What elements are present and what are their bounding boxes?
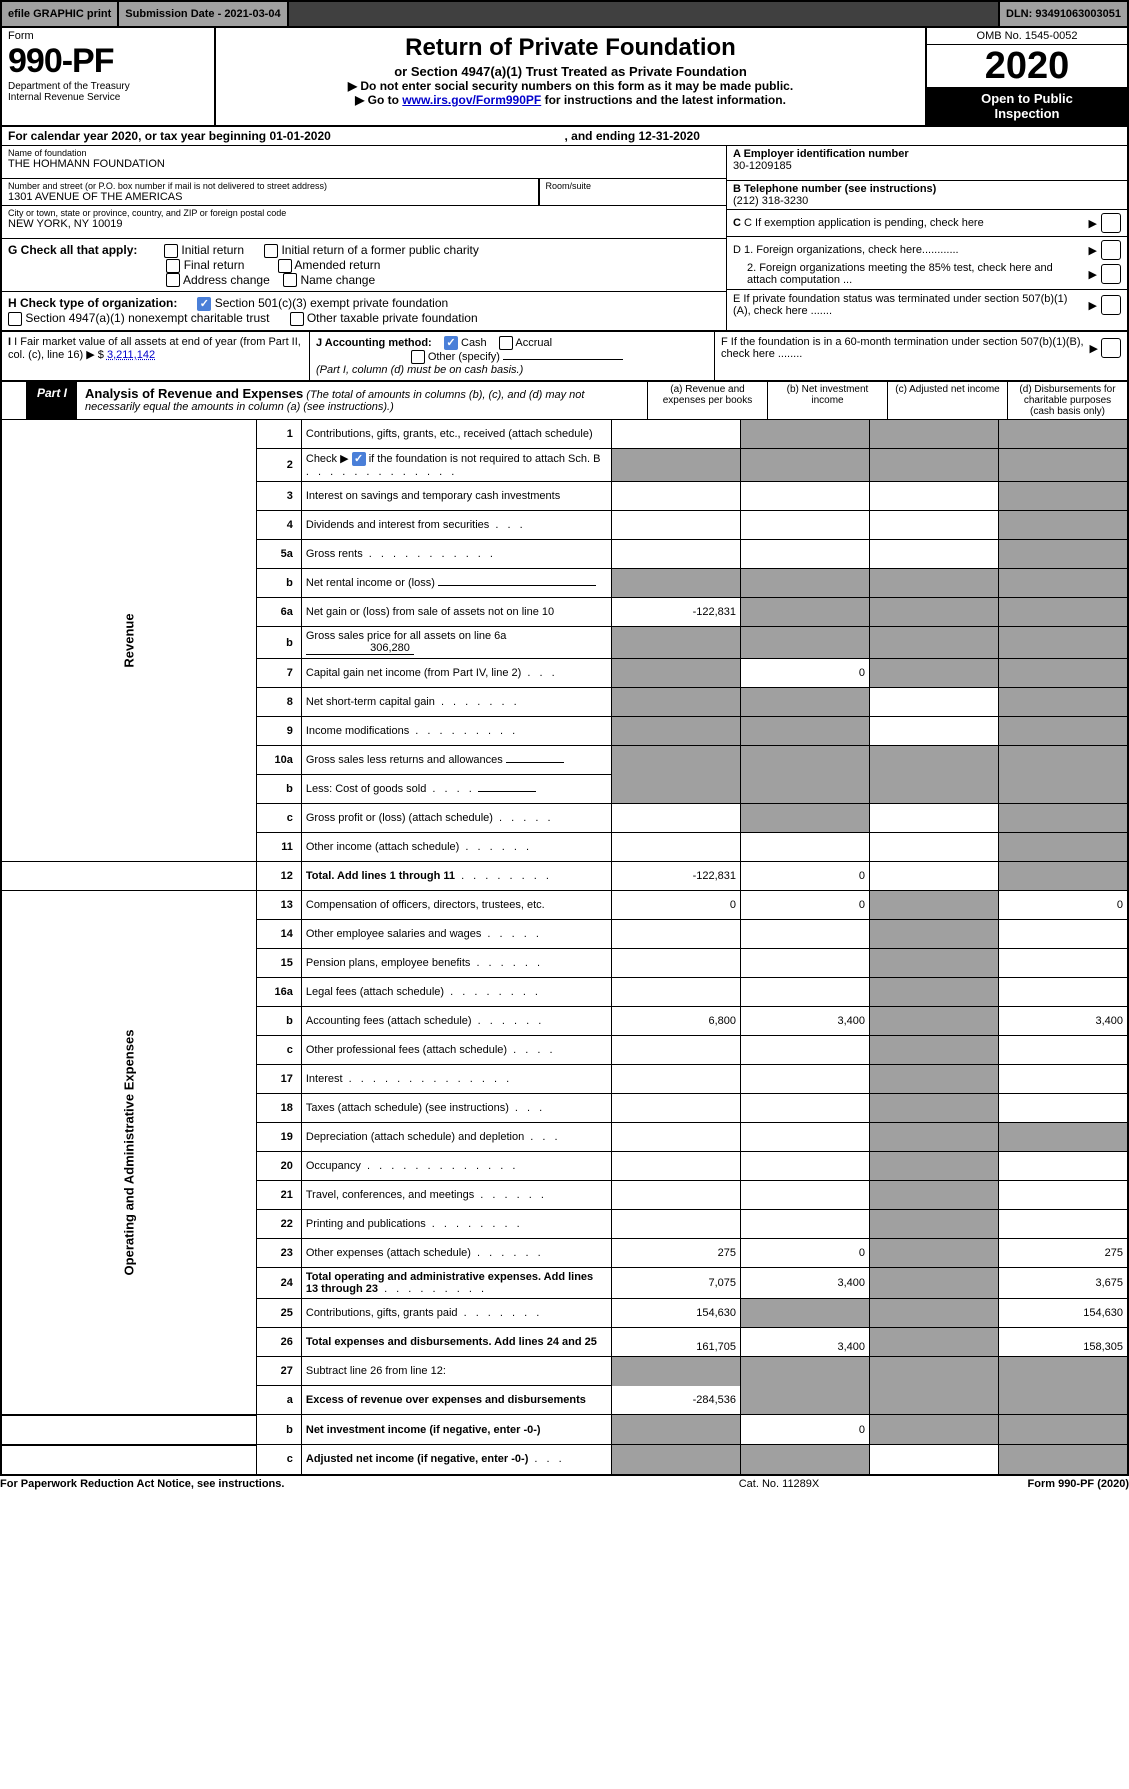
table-row: 12 Total. Add lines 1 through 11 . . . .… bbox=[1, 862, 1128, 891]
c-exemption-row: C C If exemption application is pending,… bbox=[727, 210, 1127, 237]
4947-checkbox[interactable] bbox=[8, 312, 22, 326]
d1-checkbox[interactable] bbox=[1101, 240, 1121, 260]
part1-label: Part I bbox=[27, 382, 77, 419]
main-table: Revenue 1 Contributions, gifts, grants, … bbox=[0, 420, 1129, 1476]
footer: For Paperwork Reduction Act Notice, see … bbox=[0, 1476, 1129, 1492]
other-taxable-checkbox[interactable] bbox=[290, 312, 304, 326]
d2-checkbox[interactable] bbox=[1101, 264, 1121, 284]
g-check-row: G Check all that apply: Initial return I… bbox=[2, 239, 726, 292]
col-d-header: (d) Disbursements for charitable purpose… bbox=[1007, 382, 1127, 419]
form-number: 990-PF bbox=[8, 42, 208, 81]
f-termination-cell: F If the foundation is in a 60-month ter… bbox=[715, 332, 1127, 380]
footer-right: Form 990-PF (2020) bbox=[929, 1478, 1129, 1490]
form-inst2: ▶ Go to www.irs.gov/Form990PF for instru… bbox=[226, 93, 915, 107]
calendar-year-row: For calendar year 2020, or tax year begi… bbox=[0, 127, 1129, 146]
form-subtitle: or Section 4947(a)(1) Trust Treated as P… bbox=[226, 64, 915, 79]
col-c-header: (c) Adjusted net income bbox=[887, 382, 1007, 419]
form-word: Form bbox=[8, 30, 208, 42]
phone-cell: B Telephone number (see instructions) (2… bbox=[727, 181, 1127, 210]
open-inspection: Open to Public Inspection bbox=[927, 87, 1127, 125]
table-row: c Adjusted net income (if negative, ente… bbox=[1, 1445, 1128, 1475]
h-check-row: H Check type of organization: ✓ Section … bbox=[2, 292, 726, 330]
header-row: Form 990-PF Department of the Treasury I… bbox=[0, 28, 1129, 127]
form-title: Return of Private Foundation bbox=[226, 34, 915, 62]
c-checkbox[interactable] bbox=[1101, 213, 1121, 233]
f-checkbox[interactable] bbox=[1101, 338, 1121, 358]
amended-checkbox[interactable] bbox=[278, 259, 292, 273]
table-row: Revenue 1 Contributions, gifts, grants, … bbox=[1, 420, 1128, 449]
other-method-checkbox[interactable] bbox=[411, 350, 425, 364]
accrual-checkbox[interactable] bbox=[499, 336, 513, 350]
part1-header: Part I Analysis of Revenue and Expenses … bbox=[0, 382, 1129, 420]
col-a-header: (a) Revenue and expenses per books bbox=[647, 382, 767, 419]
fmv-cell: I I Fair market value of all assets at e… bbox=[2, 332, 310, 380]
address-cell: Number and street (or P.O. box number if… bbox=[2, 179, 539, 206]
footer-mid: Cat. No. 11289X bbox=[629, 1478, 929, 1490]
d-foreign-row: D 1. Foreign organizations, check here..… bbox=[727, 237, 1127, 290]
part1-columns: (a) Revenue and expenses per books (b) N… bbox=[647, 382, 1127, 419]
irs-link[interactable]: www.irs.gov/Form990PF bbox=[402, 93, 541, 107]
final-return-checkbox[interactable] bbox=[166, 259, 180, 273]
e-checkbox[interactable] bbox=[1101, 295, 1121, 315]
dept-irs: Internal Revenue Service bbox=[8, 92, 208, 103]
room-cell: Room/suite bbox=[539, 179, 727, 206]
table-row: Operating and Administrative Expenses 13… bbox=[1, 891, 1128, 920]
header-center: Return of Private Foundation or Section … bbox=[216, 28, 925, 125]
footer-left: For Paperwork Reduction Act Notice, see … bbox=[0, 1478, 629, 1490]
omb-number: OMB No. 1545-0052 bbox=[927, 28, 1127, 45]
top-bar: efile GRAPHIC print Submission Date - 20… bbox=[0, 0, 1129, 28]
address-change-checkbox[interactable] bbox=[166, 273, 180, 287]
top-spacer bbox=[289, 2, 998, 26]
revenue-label: Revenue bbox=[121, 518, 136, 764]
cash-checkbox[interactable]: ✓ bbox=[444, 336, 458, 350]
ein-cell: A Employer identification number 30-1209… bbox=[727, 146, 1127, 181]
initial-return-checkbox[interactable] bbox=[164, 244, 178, 258]
form-container: efile GRAPHIC print Submission Date - 20… bbox=[0, 0, 1129, 1492]
tax-year: 2020 bbox=[927, 45, 1127, 87]
info-grid: Name of foundation THE HOHMANN FOUNDATIO… bbox=[0, 146, 1129, 332]
initial-former-checkbox[interactable] bbox=[264, 244, 278, 258]
header-right: OMB No. 1545-0052 2020 Open to Public In… bbox=[925, 28, 1127, 125]
info-left: Name of foundation THE HOHMANN FOUNDATIO… bbox=[2, 146, 726, 330]
name-change-checkbox[interactable] bbox=[283, 273, 297, 287]
col-b-header: (b) Net investment income bbox=[767, 382, 887, 419]
form-inst1: ▶ Do not enter social security numbers o… bbox=[226, 79, 915, 93]
e-terminated-row: E If private foundation status was termi… bbox=[727, 290, 1127, 320]
submission-date: Submission Date - 2021-03-04 bbox=[119, 2, 288, 26]
foundation-name-cell: Name of foundation THE HOHMANN FOUNDATIO… bbox=[2, 146, 726, 179]
table-row: b Net investment income (if negative, en… bbox=[1, 1415, 1128, 1445]
dept-treasury: Department of the Treasury bbox=[8, 81, 208, 92]
header-left: Form 990-PF Department of the Treasury I… bbox=[2, 28, 216, 125]
sch-b-checkbox[interactable]: ✓ bbox=[352, 452, 366, 466]
efile-label: efile GRAPHIC print bbox=[2, 2, 119, 26]
expenses-label: Operating and Administrative Expenses bbox=[121, 1030, 136, 1276]
accounting-method-cell: J Accounting method: ✓ Cash Accrual Othe… bbox=[310, 332, 715, 380]
info-right: A Employer identification number 30-1209… bbox=[726, 146, 1127, 330]
501c3-checkbox[interactable]: ✓ bbox=[197, 297, 211, 311]
dln-label: DLN: 93491063003051 bbox=[998, 2, 1127, 26]
part1-desc: Analysis of Revenue and Expenses (The to… bbox=[77, 382, 647, 419]
city-cell: City or town, state or province, country… bbox=[2, 206, 726, 239]
bottom-info: I I Fair market value of all assets at e… bbox=[0, 332, 1129, 382]
